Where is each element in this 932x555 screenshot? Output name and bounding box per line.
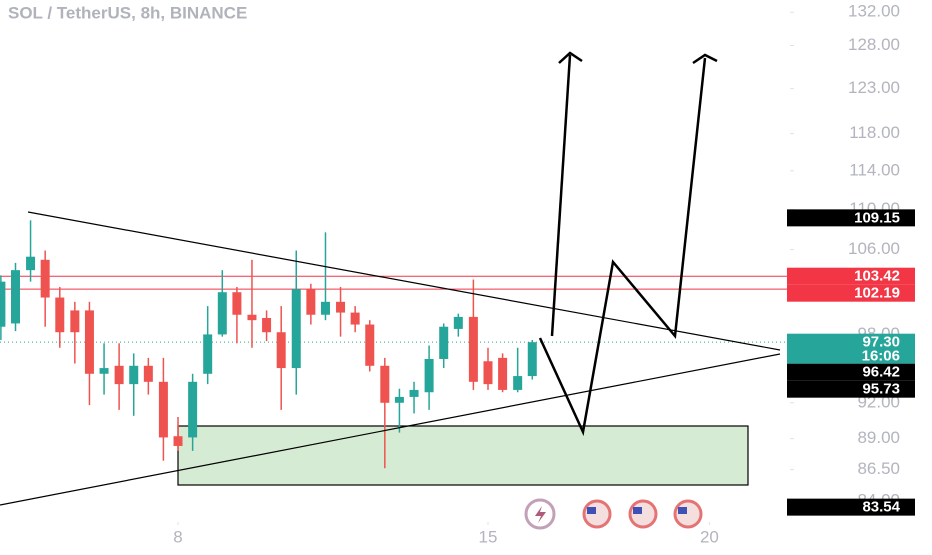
candle-body [84,310,94,374]
flag-canton [678,507,687,514]
price-tag [787,267,915,285]
price-tag-label: 97.30 [862,334,900,351]
candle-body [70,310,80,333]
price-tag-label: 95.73 [862,381,900,398]
event-icons [524,498,703,530]
candle-body [424,358,434,393]
candle-body [188,381,198,438]
candle-body [0,281,6,327]
price-tag [787,498,915,516]
y-tick-label: 118.00 [849,123,900,142]
price-tag-label: 96.42 [862,364,900,381]
candle-body [409,389,419,397]
trendline [27,211,781,351]
price-tag [787,380,915,398]
arrow-head [692,53,718,65]
price-tag [787,284,915,302]
candle-body [99,368,109,374]
lightning [535,506,546,523]
candle-body [468,316,478,382]
candle-body [513,376,523,390]
candle-body [143,365,153,382]
candle-body [306,289,316,315]
candle-body [40,259,50,298]
candle-body [55,297,65,333]
candle-body [10,270,20,324]
candles [0,220,537,469]
x-tick-label: 8 [173,527,182,546]
price-tag [787,363,915,381]
x-tick-label: 15 [479,527,498,546]
countdown: 16:06 [862,348,900,365]
candle-body [203,334,213,374]
y-tick-label: 132.00 [848,2,900,21]
candle-body [336,301,346,313]
price-tag-label: 103.42 [854,268,900,285]
candle-body [394,396,404,403]
flag-canton [633,507,642,514]
candle-body [276,332,286,369]
price-tag-label: 102.19 [854,285,900,302]
candle-body [320,301,330,315]
candle-body [498,357,508,390]
demand-zone [177,425,749,486]
price-tag-label: 109.15 [854,209,900,226]
chart-title: SOL / TetherUS, 8h, BINANCE [8,3,247,22]
y-tick-label: 114.00 [849,160,900,179]
candle-body [439,326,449,359]
flag-icons [582,499,703,529]
y-tick-label: 128.00 [848,35,900,54]
arrow-path [538,57,707,437]
candle-body [453,316,463,329]
price-tag [787,209,915,227]
y-tick-label: 106.00 [848,239,900,258]
price-tag [787,333,915,364]
arrow-head [558,51,583,64]
candle-body [483,361,493,385]
candle-body [527,342,537,377]
level-lines [0,275,790,343]
candle-body [365,324,375,366]
candle-body [262,317,272,333]
candle-body [158,381,168,438]
arrow-path [550,54,572,337]
candle-body [26,256,36,271]
drawings [0,51,781,506]
candle-body [380,365,390,403]
flag-canton [587,507,596,514]
candle-body [173,436,183,446]
candle-body [217,292,227,335]
price-tag-label: 83.54 [862,499,900,516]
y-tick-label: 123.00 [848,78,900,97]
y-tick-label: 89.00 [857,428,900,447]
candle-body [247,314,257,321]
candle-body [291,289,301,369]
candle-body [232,292,242,315]
candle-body [114,365,124,385]
y-tick-label: 86.50 [857,459,900,478]
x-tick-label: 20 [700,527,719,546]
trendline [0,353,781,506]
candle-body [350,312,360,325]
candle-body [129,365,139,385]
